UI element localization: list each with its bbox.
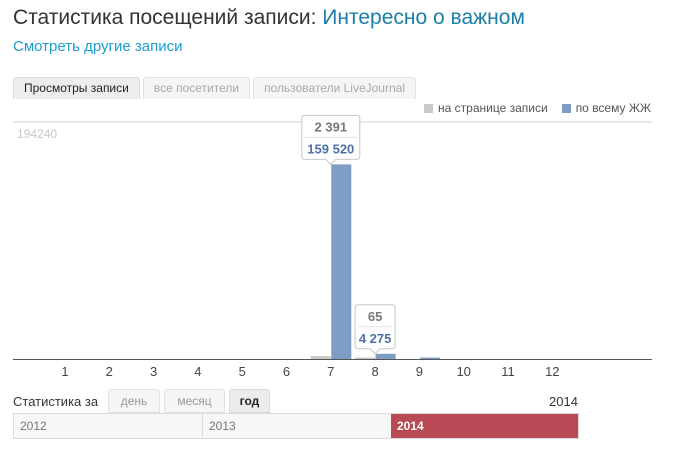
page-title: Статистика посещений записи: Интересно о…	[13, 6, 525, 30]
timeline-divider	[202, 414, 203, 438]
range-year-button[interactable]: год	[229, 389, 270, 413]
x-tick-label-12: 12	[545, 364, 559, 379]
x-tick-label-10: 10	[456, 364, 470, 379]
tooltip-box-7	[301, 114, 361, 166]
bar-page-7	[310, 356, 331, 359]
tooltip-all-value-8: 4 275	[359, 331, 392, 346]
range-day-button[interactable]: день	[108, 389, 160, 413]
x-tick-label-8: 8	[371, 364, 378, 379]
bar-all-8	[375, 353, 396, 359]
other-posts-link[interactable]: Смотреть другие записи	[13, 38, 183, 55]
tab-lj-users[interactable]: пользователи LiveJournal	[253, 77, 416, 99]
bar-all-9	[419, 357, 440, 359]
x-tick-label-2: 2	[106, 364, 113, 379]
legend-swatch-all	[561, 103, 571, 113]
x-tick-label-4: 4	[194, 364, 201, 379]
tooltip-page-value-7: 2 391	[315, 119, 348, 134]
current-year-label: 2014	[549, 394, 578, 409]
tab-post-views[interactable]: Просмотры записи	[13, 77, 140, 99]
legend-item-all: по всему ЖЖ	[561, 101, 651, 115]
x-tick-label-5: 5	[239, 364, 246, 379]
range-month-button[interactable]: месяц	[164, 389, 225, 413]
legend-swatch-page	[424, 103, 434, 113]
chart-legend: на странице записи по всему ЖЖ	[424, 101, 651, 115]
tab-all-visitors[interactable]: все посетители	[142, 77, 251, 99]
legend-label-page: на странице записи	[438, 101, 548, 115]
view-tabs: Просмотры записи все посетители пользова…	[13, 77, 416, 99]
x-tick-label-6: 6	[283, 364, 290, 379]
x-tick-label-3: 3	[150, 364, 157, 379]
bar-all-7	[331, 164, 352, 359]
legend-label-all: по всему ЖЖ	[575, 101, 651, 115]
year-timeline: 2012 2013 2014	[13, 413, 579, 439]
range-label: Статистика за	[13, 394, 99, 409]
x-tick-label-9: 9	[416, 364, 423, 379]
y-max-label: 194240	[17, 127, 57, 141]
legend-item-page: на странице записи	[424, 101, 548, 115]
bar-page-8	[355, 357, 376, 359]
timeline-year-2014[interactable]: 2014	[391, 414, 578, 438]
page-title-prefix: Статистика посещений записи:	[13, 6, 317, 29]
x-tick-label-11: 11	[501, 364, 515, 379]
tooltip-box-8	[354, 304, 396, 355]
x-tick-label-1: 1	[61, 364, 68, 379]
timeline-year-2013[interactable]: 2013	[209, 419, 236, 433]
post-title-link[interactable]: Интересно о важном	[322, 6, 525, 29]
tooltip-all-value-7: 159 520	[307, 141, 354, 156]
x-tick-label-7: 7	[327, 364, 334, 379]
tooltip-page-value-8: 65	[368, 309, 382, 324]
timeline-year-2012[interactable]: 2012	[20, 419, 47, 433]
